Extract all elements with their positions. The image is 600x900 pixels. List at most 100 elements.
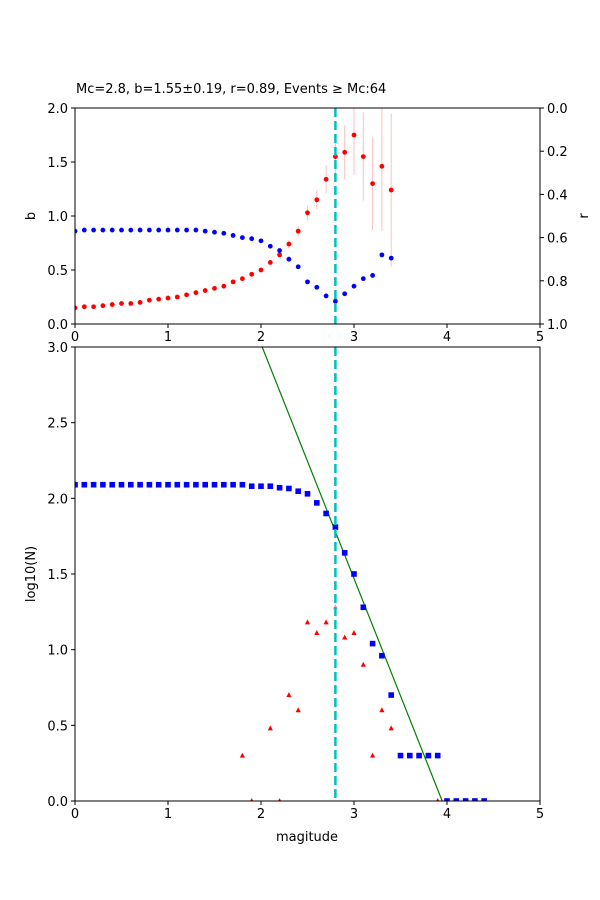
b-value-point (75, 305, 78, 311)
x-tick-label: 4 (443, 330, 451, 345)
cumulative-point (239, 481, 246, 488)
top-y-label: b (24, 212, 39, 220)
cumulative-point (397, 752, 404, 759)
b-value-point (202, 288, 208, 293)
x-tick-label: 3 (350, 807, 358, 822)
r-value-point (323, 293, 329, 299)
non-cumulative-point (250, 798, 254, 801)
top-axes: 0 1 2 3 4 5 0.0 0.5 1.0 1.5 2.0 0.0 0.2 0.4 0.6 0.8 1.0 (47, 102, 567, 345)
r-value-point (351, 283, 357, 289)
plot-area (75, 347, 487, 801)
x-tick-label: 2 (257, 330, 265, 345)
b-value-point (119, 301, 124, 306)
cumulative-point (323, 510, 329, 517)
cumulative-point (360, 604, 367, 611)
non-cumulative-point (388, 725, 394, 731)
cumulative-point (341, 550, 348, 556)
b-value-point (156, 296, 162, 302)
b-value-point (193, 290, 199, 296)
r-value-point (258, 238, 264, 244)
r-value-point (184, 227, 190, 233)
non-cumulative-point (304, 619, 311, 625)
b-value-point (165, 295, 171, 301)
cumulative-point (481, 798, 487, 801)
y-tick-label: 0.5 (47, 719, 68, 734)
bottom-axes: 0 1 2 3 4 5 0.0 0.5 1.0 1.5 2.0 2.5 3.0 (47, 341, 544, 822)
b-value-point (305, 210, 310, 216)
cumulative-point (128, 481, 134, 488)
x-tick-label: 0 (71, 807, 79, 822)
y-tick-label: 1.0 (47, 644, 68, 659)
cumulative-point (267, 483, 274, 490)
r-value-point (81, 227, 87, 233)
r-value-point (119, 227, 124, 233)
b-value-point (147, 297, 152, 303)
cumulative-point (81, 481, 88, 488)
x-tick-label: 2 (257, 807, 265, 822)
b-value-point (91, 304, 96, 310)
b-value-point (249, 271, 255, 277)
cumulative-point (453, 798, 460, 801)
y-tick-label: 2.5 (47, 417, 68, 432)
non-cumulative-point (351, 630, 357, 636)
b-value-point (221, 283, 227, 289)
y-tick-label: 1.5 (47, 156, 68, 171)
y-tick-label: 3.0 (47, 341, 68, 356)
non-cumulative-point (379, 707, 385, 713)
r-value-point (193, 227, 199, 233)
cumulative-point (351, 571, 357, 577)
cumulative-point (248, 483, 255, 490)
r-value-point (388, 255, 394, 261)
cumulative-point (75, 481, 78, 488)
cumulative-point (379, 652, 385, 659)
cumulative-point (174, 481, 181, 488)
b-value-point (174, 294, 180, 300)
cumulative-point (155, 481, 162, 488)
cumulative-point (462, 798, 469, 801)
cumulative-point (90, 481, 97, 488)
r-value-point (314, 284, 320, 290)
b-value-point (351, 132, 357, 138)
x-tick-label: 3 (350, 330, 358, 345)
cumulative-point (295, 488, 301, 495)
cumulative-point (146, 481, 153, 488)
b-value-point (81, 304, 87, 310)
x-tick-label: 5 (536, 330, 544, 345)
x-tick-label: 1 (164, 330, 172, 345)
b-value-point (286, 241, 292, 247)
b-value-point (109, 302, 115, 307)
b-value-point (212, 285, 217, 291)
y-tick-label: 2.0 (47, 492, 68, 507)
r-value-point (109, 227, 115, 233)
non-cumulative-point (332, 604, 338, 610)
r-value-point (370, 273, 375, 278)
cumulative-point (472, 798, 478, 801)
top-y-right-label: r (577, 213, 592, 219)
b-value-point (323, 176, 329, 182)
cumulative-point (258, 483, 264, 490)
x-tick-label: 1 (164, 807, 172, 822)
b-value-point (230, 279, 236, 285)
non-cumulative-point (360, 661, 366, 667)
x-tick-label: 5 (536, 807, 544, 822)
cumulative-point (434, 752, 441, 759)
cumulative-point (211, 481, 218, 488)
b-value-point (360, 154, 366, 160)
non-cumulative-point (323, 619, 329, 625)
cumulative-point (100, 481, 106, 488)
r-value-point (91, 227, 96, 233)
b-value-point (267, 260, 273, 265)
non-cumulative-point (370, 752, 376, 758)
r-value-point (230, 233, 236, 238)
r-value-point (221, 230, 227, 236)
r-value-point (286, 256, 292, 262)
r-value-point (156, 227, 162, 233)
y-right-tick-label: 0.8 (547, 275, 568, 290)
y-right-tick-label: 0.6 (547, 232, 568, 247)
cumulative-point (109, 481, 115, 488)
axes-frame (74, 107, 541, 325)
x-label: magitude (276, 830, 338, 845)
r-value-point (295, 264, 301, 270)
b-value-point (240, 276, 245, 282)
b-value-point (258, 267, 264, 273)
